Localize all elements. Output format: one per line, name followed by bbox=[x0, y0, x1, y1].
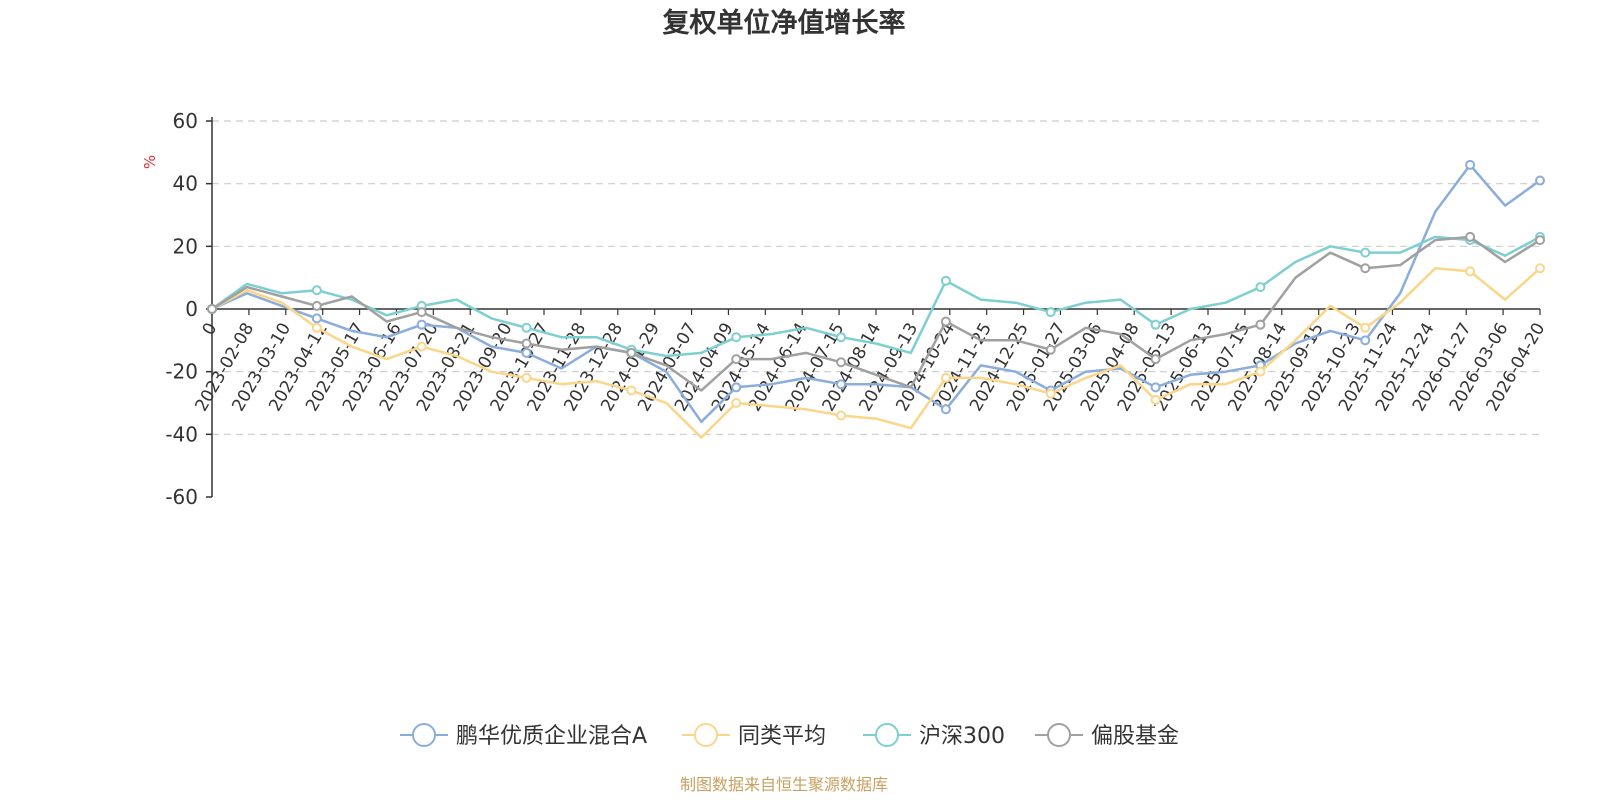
legend-item[interactable]: 鹏华优质企业混合A bbox=[400, 723, 647, 749]
series-line bbox=[211, 235, 1541, 358]
data-point bbox=[311, 285, 322, 296]
data-point bbox=[626, 385, 637, 396]
data-point bbox=[1465, 231, 1476, 242]
data-point bbox=[940, 316, 951, 327]
y-tick-label: 0 bbox=[185, 297, 198, 321]
series-line bbox=[211, 163, 1541, 424]
data-point bbox=[311, 322, 322, 333]
data-point bbox=[1150, 382, 1161, 393]
legend-label: 沪深300 bbox=[919, 724, 1005, 749]
data-point bbox=[836, 379, 847, 390]
data-point bbox=[416, 319, 427, 330]
series-lines bbox=[207, 159, 1545, 439]
legend-label: 偏股基金 bbox=[1091, 724, 1179, 749]
data-point bbox=[1360, 322, 1371, 333]
series-line bbox=[211, 267, 1541, 439]
data-point bbox=[1150, 319, 1161, 330]
data-point bbox=[731, 354, 742, 365]
legend-marker bbox=[1047, 723, 1071, 747]
data-point bbox=[940, 372, 951, 383]
data-point bbox=[1360, 247, 1371, 258]
grid bbox=[212, 120, 1540, 435]
legend-item[interactable]: 偏股基金 bbox=[1035, 723, 1179, 749]
data-point bbox=[521, 338, 532, 349]
y-tick-label: 40 bbox=[173, 172, 198, 196]
data-point bbox=[1255, 319, 1266, 330]
data-point bbox=[416, 307, 427, 318]
data-point bbox=[1465, 266, 1476, 277]
data-point bbox=[836, 332, 847, 343]
y-tick-label: 60 bbox=[173, 109, 198, 133]
data-point bbox=[1360, 263, 1371, 274]
data-point bbox=[1255, 282, 1266, 293]
data-point bbox=[416, 341, 427, 352]
legend-item[interactable]: 同类平均 bbox=[682, 723, 826, 749]
chart-title: 复权单位净值增长率 bbox=[663, 7, 906, 39]
y-tick-label: -40 bbox=[165, 422, 198, 446]
series-line bbox=[211, 235, 1541, 392]
data-point bbox=[940, 275, 951, 286]
data-point bbox=[311, 313, 322, 324]
data-source-footer: 制图数据来自恒生聚源数据库 bbox=[680, 775, 888, 794]
data-point bbox=[207, 304, 217, 314]
data-point bbox=[626, 347, 637, 358]
x-tick-label: 0 bbox=[199, 320, 222, 339]
data-point bbox=[731, 398, 742, 408]
data-point bbox=[731, 382, 742, 393]
data-point bbox=[1465, 159, 1476, 170]
y-axis-unit: % bbox=[141, 155, 159, 169]
legend-label: 同类平均 bbox=[738, 724, 826, 749]
data-point bbox=[521, 347, 532, 358]
legend-item[interactable]: 沪深300 bbox=[863, 723, 1005, 749]
y-tick-label: -20 bbox=[165, 360, 198, 384]
data-point bbox=[1535, 235, 1545, 246]
data-point bbox=[940, 404, 951, 415]
data-point bbox=[836, 357, 847, 368]
data-point bbox=[1150, 354, 1161, 365]
legend[interactable]: 鹏华优质企业混合A 同类平均 沪深300 偏股基金 bbox=[400, 723, 1179, 749]
data-point bbox=[311, 300, 322, 311]
y-tick-label: 20 bbox=[173, 234, 198, 258]
y-tick-label: -60 bbox=[165, 485, 198, 509]
data-point bbox=[1045, 388, 1056, 399]
legend-marker bbox=[412, 723, 436, 747]
legend-marker bbox=[875, 723, 899, 747]
data-point bbox=[1360, 335, 1371, 346]
data-point bbox=[836, 410, 847, 421]
legend-marker bbox=[694, 723, 718, 747]
data-point bbox=[731, 332, 742, 343]
data-point bbox=[1535, 175, 1545, 186]
data-point bbox=[1535, 263, 1545, 274]
legend-label: 鹏华优质企业混合A bbox=[456, 724, 647, 749]
data-point bbox=[1045, 344, 1056, 355]
data-point bbox=[1150, 394, 1161, 405]
data-point bbox=[1255, 366, 1266, 377]
data-point bbox=[521, 322, 532, 333]
data-point bbox=[521, 372, 532, 383]
data-point bbox=[1045, 307, 1056, 318]
